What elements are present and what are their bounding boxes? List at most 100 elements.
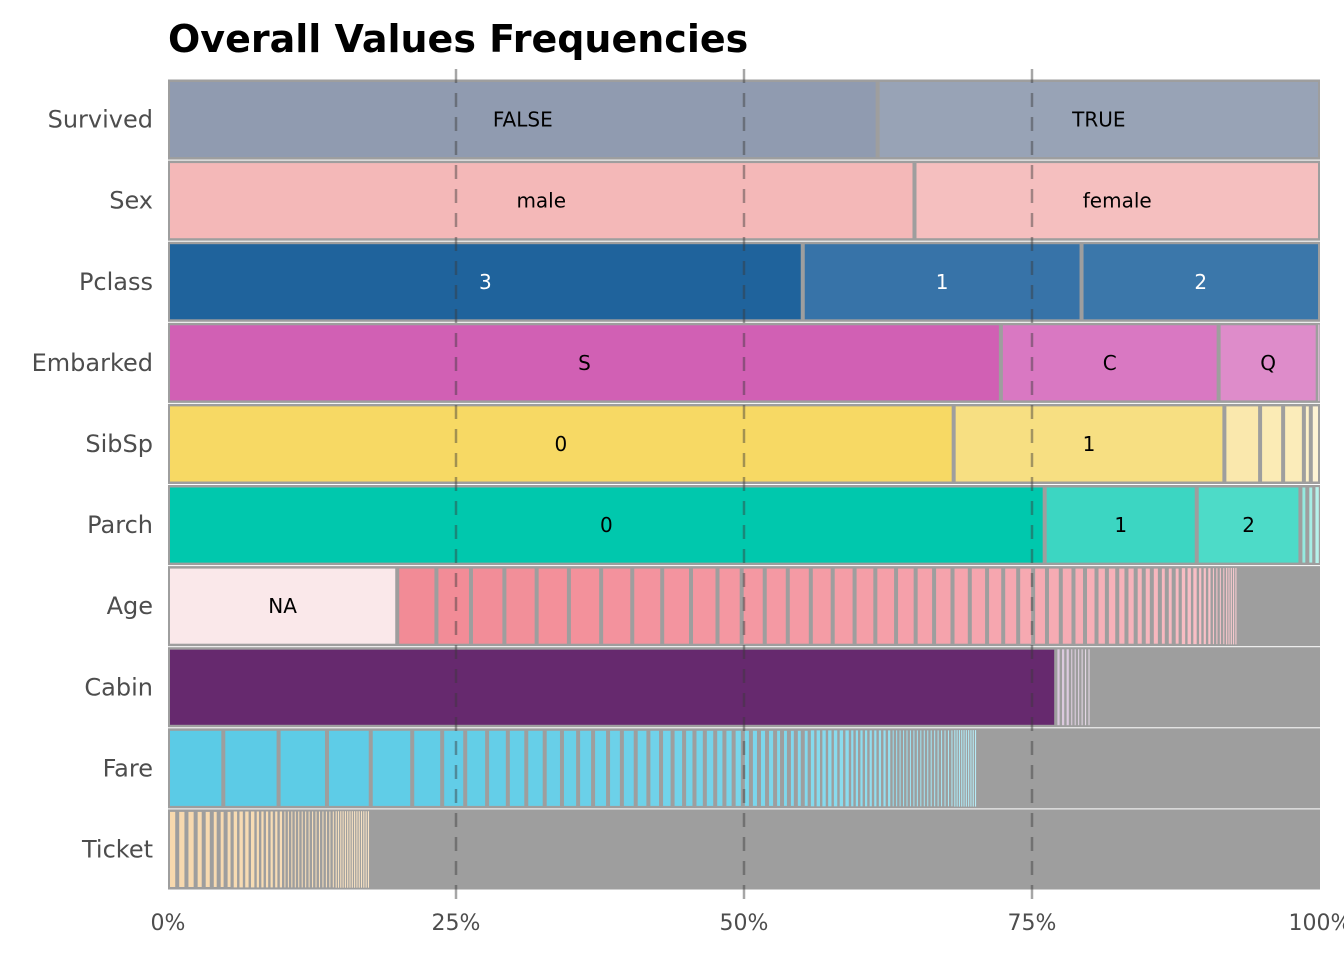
bar-segment-fare-57 xyxy=(908,729,913,808)
bar-segment-age-54 xyxy=(1230,567,1233,645)
segment-label: Q xyxy=(1260,351,1276,375)
bar-segment-age-30 xyxy=(1073,566,1085,646)
bar-segment-fare-64 xyxy=(932,729,937,808)
reference-lines-layer xyxy=(454,69,1034,904)
bar-segment-age-53 xyxy=(1227,567,1231,645)
bar-segment-age-8 xyxy=(632,566,663,646)
bar-segment-fare-78 xyxy=(972,729,975,808)
bar-segment-cabin-2 xyxy=(1060,648,1066,727)
bar-segment-sibsp-0 xyxy=(168,404,954,484)
bar-segment-fare-18 xyxy=(648,728,662,808)
bar-segment-fare-13 xyxy=(578,728,594,808)
bar-segment-cabin-7 xyxy=(1080,648,1084,727)
bar-segment-fare-77 xyxy=(969,729,973,808)
bar-segment-age-13 xyxy=(764,566,788,646)
x-axis-labels: 0% 25% 50% 75% 100% xyxy=(151,911,1344,936)
bar-segment-fare-38 xyxy=(821,729,827,808)
bar-segment-age-6 xyxy=(568,566,602,646)
bar-segment-ticket-3 xyxy=(195,809,204,890)
x-tick-label: 50% xyxy=(720,911,769,936)
bar-segment-fare-67 xyxy=(943,729,947,808)
y-tick-label-embarked: Embarked xyxy=(32,349,153,377)
segment-label: 3 xyxy=(479,270,492,294)
bar-segment-fare-49 xyxy=(877,729,883,808)
bar-segment-fare-9 xyxy=(507,728,527,808)
bar-segment-cabin-3 xyxy=(1065,648,1071,727)
bar-segment-fare-65 xyxy=(936,729,940,808)
bar-segment-fare-60 xyxy=(919,729,923,808)
bar-segment-ticket-42 xyxy=(355,810,359,889)
bar-segment-age-36 xyxy=(1135,566,1144,646)
bar-segment-fare-4 xyxy=(370,728,413,808)
bar-segment-age-22 xyxy=(952,566,970,646)
bar-segment-sibsp-4 xyxy=(1283,404,1304,484)
bar-segment-ticket-4 xyxy=(203,809,212,890)
bar-segment-age-11 xyxy=(717,566,742,646)
bar-segment-ticket-47 xyxy=(367,810,370,889)
bar-segment-ticket-16 xyxy=(273,810,279,889)
bar-segment-parch-5 xyxy=(1314,485,1320,565)
bar-segment-ticket-14 xyxy=(264,810,270,889)
bar-segment-age-47 xyxy=(1207,566,1212,646)
bar-segment-age-20 xyxy=(915,566,935,646)
bar-segment-parch-3 xyxy=(1300,485,1308,565)
bar-segment-age-34 xyxy=(1117,566,1127,646)
bar-segment-age-2 xyxy=(436,566,471,646)
bar-segment-age-44 xyxy=(1192,566,1198,646)
segment-label: NA xyxy=(268,594,297,618)
bar-segment-ticket-0 xyxy=(168,809,178,890)
bar-segment-cabin-9 xyxy=(1087,648,1091,727)
bar-segment-fare-51 xyxy=(886,729,892,808)
bar-segment-cabin-8 xyxy=(1083,648,1088,727)
bar-segment-fare-42 xyxy=(844,729,850,808)
bar-segment-fare-35 xyxy=(802,728,810,808)
bar-segment-fare-70 xyxy=(953,729,956,808)
bar-segment-ticket-30 xyxy=(324,810,329,889)
bar-segment-ticket-33 xyxy=(335,810,338,889)
bar-segment-fare-69 xyxy=(950,729,954,808)
segment-label: C xyxy=(1103,351,1117,375)
bar-segment-age-49 xyxy=(1215,566,1219,646)
bar-segment-ticket-38 xyxy=(346,810,349,889)
y-tick-label-age: Age xyxy=(107,592,153,620)
bar-segment-ticket-6 xyxy=(218,809,226,890)
bar-segment-sibsp-1 xyxy=(953,404,1225,484)
y-tick-label-sex: Sex xyxy=(109,187,153,215)
bars-layer xyxy=(168,79,1321,890)
bar-segment-fare-37 xyxy=(815,729,822,808)
bar-segment-age-27 xyxy=(1033,566,1047,646)
bar-segment-age-24 xyxy=(987,566,1004,646)
bar-segment-age-16 xyxy=(832,566,855,646)
bar-segment-ticket-9 xyxy=(238,810,245,889)
bar-segment-ticket-2 xyxy=(186,809,196,890)
bar-segment-fare-63 xyxy=(929,729,933,808)
bar-segment-fare-24 xyxy=(715,728,725,808)
bar-segment-ticket-17 xyxy=(278,810,284,889)
segment-label: FALSE xyxy=(493,108,553,132)
bar-segment-cabin-5 xyxy=(1073,648,1077,727)
bar-segment-age-19 xyxy=(896,566,916,646)
segment-label: 0 xyxy=(600,513,613,537)
bar-segment-age-10 xyxy=(691,566,718,646)
bar-segment-fare-8 xyxy=(487,728,508,808)
bar-segment-age-7 xyxy=(601,566,633,646)
bar-segment-ticket-24 xyxy=(303,810,308,889)
bar-segment-age-51 xyxy=(1222,566,1226,646)
bar-segment-fare-56 xyxy=(905,729,909,808)
x-tick-label: 100% xyxy=(1289,911,1344,936)
bar-segment-age-32 xyxy=(1096,566,1107,646)
x-tick-label: 0% xyxy=(151,911,186,936)
bar-segment-fare-10 xyxy=(526,728,545,808)
bar-segment-fare-41 xyxy=(838,729,845,808)
bar-segment-age-39 xyxy=(1159,566,1167,646)
bar-segment-fare-62 xyxy=(926,729,930,808)
bar-segment-fare-12 xyxy=(561,728,579,808)
bar-segment-age-59 xyxy=(1239,567,1241,645)
bar-segment-age-12 xyxy=(741,566,765,646)
bar-segment-fare-16 xyxy=(621,728,636,808)
bar-segment-age-57 xyxy=(1237,567,1239,645)
bar-segment-ticket-21 xyxy=(293,810,298,889)
bar-segment-fare-6 xyxy=(442,728,466,808)
bar-segment-ticket-20 xyxy=(290,810,294,889)
bar-segment-survived-true xyxy=(877,80,1321,160)
